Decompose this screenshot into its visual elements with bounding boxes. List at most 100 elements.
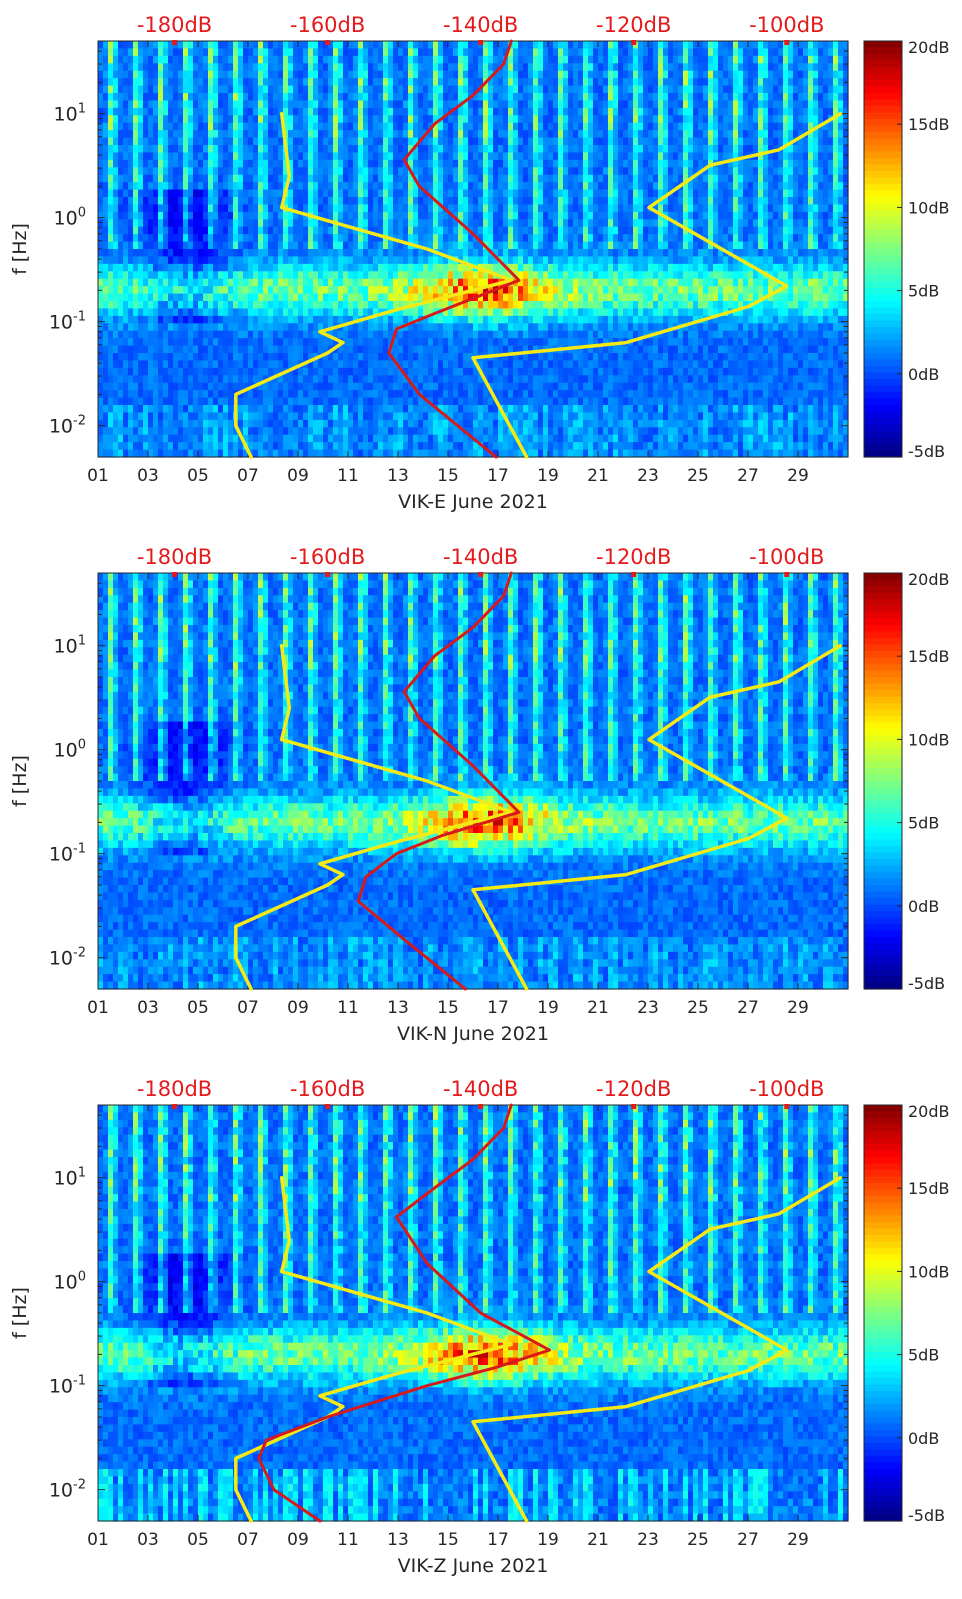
heatmap-cell	[303, 93, 309, 102]
heatmap-cell	[148, 249, 154, 258]
heatmap-cell	[258, 63, 264, 72]
heatmap-cell	[148, 375, 154, 384]
heatmap-cell	[428, 55, 434, 64]
heatmap-cell	[503, 323, 509, 332]
heatmap-cell	[303, 256, 309, 265]
heatmap-cell	[433, 434, 439, 443]
heatmap-cell	[518, 382, 524, 391]
heatmap-cell	[383, 152, 389, 161]
heatmap-cell	[163, 55, 169, 64]
heatmap-cell	[503, 271, 509, 280]
heatmap-cell	[258, 271, 264, 280]
heatmap-cell	[363, 219, 369, 228]
heatmap-cell	[468, 419, 474, 428]
heatmap-cell	[338, 55, 344, 64]
heatmap-cell	[293, 286, 299, 295]
heatmap-cell	[273, 197, 279, 206]
heatmap-cell	[123, 308, 129, 317]
heatmap-cell	[428, 115, 434, 124]
heatmap-cell	[333, 405, 339, 414]
heatmap-cell	[363, 85, 369, 94]
heatmap-cell	[248, 293, 254, 302]
heatmap-cell	[523, 330, 529, 339]
heatmap-cell	[278, 152, 284, 161]
heatmap-cell	[288, 107, 294, 116]
heatmap-cell	[483, 211, 489, 220]
heatmap-cell	[318, 145, 324, 154]
heatmap-cell	[468, 219, 474, 228]
heatmap-cell	[123, 197, 129, 206]
heatmap-cell	[283, 100, 289, 109]
heatmap-cell	[303, 345, 309, 354]
heatmap-cell	[138, 159, 144, 168]
heatmap-cell	[158, 449, 164, 458]
heatmap-cell	[198, 293, 204, 302]
heatmap-cell	[173, 174, 179, 183]
heatmap-cell	[133, 278, 139, 287]
heatmap-cell	[343, 204, 349, 213]
heatmap-cell	[143, 78, 149, 87]
heatmap-cell	[463, 315, 469, 324]
heatmap-cell	[538, 278, 544, 287]
heatmap-cell	[363, 360, 369, 369]
heatmap-cell	[308, 55, 314, 64]
heatmap-cell	[388, 78, 394, 87]
heatmap-cell	[478, 41, 484, 50]
heatmap-cell	[403, 427, 409, 436]
heatmap-cell	[493, 412, 499, 421]
heatmap-cell	[488, 145, 494, 154]
heatmap-cell	[283, 390, 289, 399]
heatmap-cell	[303, 63, 309, 72]
heatmap-cell	[268, 390, 274, 399]
heatmap-cell	[158, 308, 164, 317]
heatmap-cell	[478, 93, 484, 102]
heatmap-cell	[318, 211, 324, 220]
heatmap-cell	[503, 375, 509, 384]
heatmap-cell	[383, 338, 389, 347]
heatmap-cell	[383, 345, 389, 354]
heatmap-cell	[458, 375, 464, 384]
heatmap-cell	[233, 427, 239, 436]
heatmap-cell	[288, 41, 294, 50]
heatmap-cell	[488, 412, 494, 421]
heatmap-cell	[473, 330, 479, 339]
heatmap-cell	[433, 271, 439, 280]
heatmap-cell	[133, 286, 139, 295]
heatmap-cell	[378, 211, 384, 220]
heatmap-cell	[413, 78, 419, 87]
heatmap-cell	[403, 115, 409, 124]
heatmap-cell	[228, 338, 234, 347]
heatmap-cell	[223, 145, 229, 154]
heatmap-cell	[353, 301, 359, 310]
heatmap-cell	[153, 301, 159, 310]
heatmap-cell	[253, 390, 259, 399]
heatmap-cell	[533, 412, 539, 421]
heatmap-cell	[158, 375, 164, 384]
heatmap-cell	[208, 382, 214, 391]
heatmap-cell	[308, 152, 314, 161]
heatmap-cell	[278, 159, 284, 168]
heatmap-cell	[318, 360, 324, 369]
heatmap-cell	[488, 442, 494, 451]
heatmap-cell	[98, 338, 104, 347]
heatmap-cell	[353, 449, 359, 458]
heatmap-cell	[258, 197, 264, 206]
heatmap-cell	[438, 234, 444, 243]
heatmap-cell	[408, 226, 414, 235]
heatmap-cell	[118, 427, 124, 436]
heatmap-cell	[363, 271, 369, 280]
heatmap-cell	[433, 449, 439, 458]
heatmap-cell	[173, 145, 179, 154]
heatmap-cell	[433, 159, 439, 168]
heatmap-cell	[328, 70, 334, 79]
heatmap-cell	[213, 412, 219, 421]
heatmap-cell	[488, 204, 494, 213]
heatmap-cell	[438, 367, 444, 376]
heatmap-cell	[493, 293, 499, 302]
heatmap-cell	[408, 442, 414, 451]
heatmap-cell	[433, 93, 439, 102]
heatmap-cell	[443, 107, 449, 116]
heatmap-cell	[348, 308, 354, 317]
heatmap-cell	[418, 263, 424, 272]
heatmap-cell	[253, 271, 259, 280]
